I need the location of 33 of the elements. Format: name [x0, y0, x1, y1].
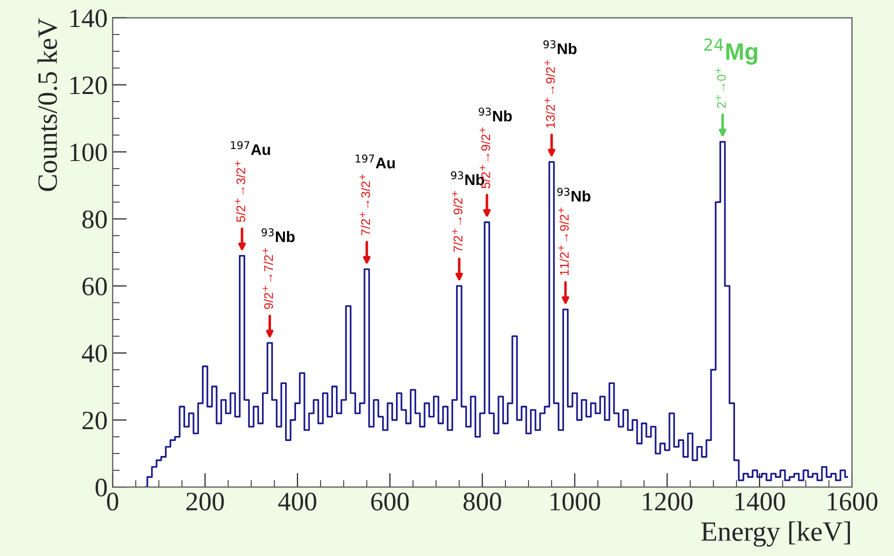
- annotation: 2$^{+}$→0$^{+}$: [715, 68, 726, 108]
- x-tick-label: 800: [464, 492, 502, 510]
- annotation: $^{93}$Nb: [262, 228, 295, 242]
- x-axis-title: Energy [keV]: [701, 521, 850, 547]
- y-axis-title: Counts/0.5 keV: [37, 18, 58, 192]
- x-tick-label: 400: [278, 492, 316, 510]
- x-tick-label: 600: [371, 492, 409, 510]
- x-tick-label: 1400: [735, 492, 785, 510]
- y-tick-label: 120: [70, 76, 107, 94]
- x-tick-label: 1600: [828, 492, 878, 510]
- annotation: 11/2$^{+}$→9/2$^{+}$: [558, 208, 569, 276]
- annotation: $^{197}$Au: [230, 141, 270, 156]
- annotation: 7/2$^{+}$→3/2$^{+}$: [360, 174, 370, 236]
- y-tick-label: 140: [70, 9, 107, 28]
- y-tick-label: 60: [82, 278, 107, 296]
- annotation: 13/2$^{+}$→9/2$^{+}$: [544, 60, 555, 128]
- annotation: 7/2$^{+}$→9/2$^{+}$: [452, 191, 462, 252]
- x-tick-label: 1000: [550, 492, 600, 510]
- y-tick-label: 20: [82, 412, 107, 430]
- y-tick-label: 0: [96, 478, 107, 496]
- y-tick-label: 80: [82, 210, 107, 228]
- x-tick-label: 1200: [643, 492, 693, 510]
- annotation: $^{93}$Nb: [557, 188, 590, 202]
- annotation: $^{93}$Nb: [543, 40, 577, 54]
- y-tick-label: 100: [70, 143, 107, 162]
- annotation: $^{197}$Au: [356, 154, 395, 168]
- x-tick-label: 200: [186, 492, 224, 510]
- annotation: 9/2$^{+}$→7/2$^{+}$: [262, 248, 274, 310]
- y-tick-label: 40: [82, 344, 107, 362]
- annotation: $^{93}$Nb: [478, 108, 512, 122]
- x-tick-label: 0: [107, 492, 118, 510]
- annotation: $^{24}$Mg: [704, 38, 758, 65]
- annotation: 5/2$^{+}$→3/2$^{+}$: [234, 160, 246, 222]
